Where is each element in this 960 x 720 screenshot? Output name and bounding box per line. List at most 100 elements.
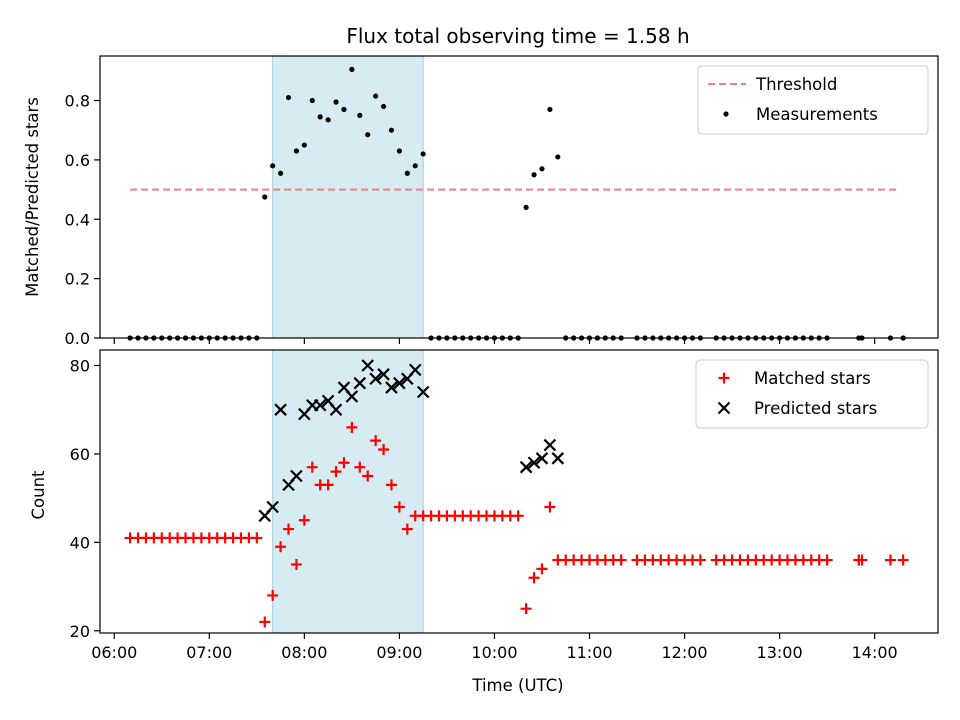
bottom-matched-point <box>536 563 548 575</box>
top-axes-frame <box>99 55 939 339</box>
x-tick-label: 08:00 <box>281 643 327 662</box>
chart-title: Flux total observing time = 1.58 h <box>346 24 689 48</box>
x-tick-label: 07:00 <box>186 643 232 662</box>
x-axis-label: Time (UTC) <box>471 676 563 695</box>
top-y-tick-label: 0.0 <box>65 329 90 348</box>
bottom-matched-point <box>856 554 868 566</box>
bottom-matched-point <box>338 457 350 469</box>
bottom-y-tick-label: 20 <box>70 622 90 641</box>
bottom-panel: 20 40 60 80 06:00 07:00 08:00 09:00 10:00 11:00 12… <box>70 349 939 662</box>
bottom-matched-point <box>267 589 279 601</box>
bottom-predicted-point <box>416 385 430 399</box>
bottom-matched-point <box>346 421 358 433</box>
bottom-matched-point <box>897 554 909 566</box>
top-measurement-point <box>277 170 284 176</box>
bottom-matched-point <box>290 558 302 570</box>
top-measurement-point <box>293 148 300 154</box>
x-tick-label: 14:00 <box>852 643 898 662</box>
bottom-matched-point <box>884 554 896 566</box>
x-tick-label: 09:00 <box>376 643 422 662</box>
x-tick-label: 11:00 <box>566 643 612 662</box>
bottom-predicted-point <box>290 469 303 483</box>
bottom-matched-point <box>251 532 263 544</box>
top-measurement-point <box>523 204 529 210</box>
top-legend-box <box>697 65 929 135</box>
bottom-matched-point <box>322 479 334 491</box>
bottom-matched-point <box>512 510 524 522</box>
bottom-matched-point <box>283 523 295 535</box>
top-legend-label-1: Measurements <box>756 105 878 124</box>
top-y-tick-label: 0.4 <box>65 210 90 229</box>
bottom-matched-point <box>544 501 556 513</box>
bottom-predicted-point <box>408 363 422 377</box>
bottom-y-tick-label: 40 <box>70 533 90 552</box>
bottom-predicted-point <box>329 403 343 416</box>
bottom-y-tick-label: 60 <box>70 445 90 464</box>
bottom-matched-point <box>393 501 405 513</box>
top-measurement-point <box>373 93 379 99</box>
bottom-matched-point <box>520 603 532 615</box>
legend-matched-swatch <box>718 372 730 384</box>
top-y-tick-label: 0.2 <box>65 270 90 289</box>
x-tick-label: 13:00 <box>757 643 803 662</box>
x-tick-label: 12:00 <box>661 643 707 662</box>
top-measurement-point <box>404 170 410 176</box>
bottom-predicted-point <box>535 452 549 465</box>
x-tick-label: 06:00 <box>91 643 137 662</box>
top-legend-label-0: Threshold <box>755 75 837 94</box>
bottom-matched-point <box>821 554 833 566</box>
top-measurement-point <box>412 163 418 169</box>
top-legend: Threshold Measurements <box>697 65 929 135</box>
bottom-matched-point <box>275 541 287 553</box>
bottom-matched-point <box>306 461 318 473</box>
bottom-matched-point <box>259 616 271 628</box>
top-measurement-point <box>341 106 347 113</box>
bottom-legend-label-0: Matched stars <box>754 369 871 388</box>
top-measurement-point <box>547 106 553 113</box>
bottom-predicted-point <box>353 376 367 390</box>
bottom-matched-point <box>370 435 382 447</box>
bottom-predicted-point <box>361 359 374 372</box>
bottom-predicted-point <box>551 452 565 465</box>
bottom-predicted-point <box>369 372 382 386</box>
top-measurement-point <box>420 151 426 157</box>
top-measurement-point <box>349 66 355 72</box>
bottom-y-tick-label: 80 <box>70 356 90 375</box>
top-measurement-point <box>270 163 276 169</box>
bottom-predicted-point <box>385 381 398 394</box>
top-y-tick-label: 0.6 <box>65 151 90 170</box>
top-measurement-point <box>396 148 402 154</box>
top-measurement-point <box>380 103 387 110</box>
bottom-matched-point <box>385 479 397 491</box>
bottom-predicted-point <box>274 403 287 416</box>
top-measurement-point <box>357 112 363 118</box>
top-measurement-point <box>555 154 561 160</box>
legend-measurements-swatch <box>723 111 729 117</box>
bottom-series-0 <box>124 421 909 628</box>
bottom-legend-box <box>695 359 929 429</box>
top-highlight-span <box>272 55 424 339</box>
top-y-tick-label: 0.8 <box>65 92 90 111</box>
bottom-predicted-point <box>393 376 406 390</box>
bottom-matched-point <box>378 443 390 455</box>
bottom-y-axis-label: Count <box>29 470 48 520</box>
top-measurement-point <box>388 127 395 133</box>
bottom-predicted-point <box>527 456 541 470</box>
bottom-matched-point <box>298 514 310 526</box>
bottom-predicted-point <box>345 390 359 403</box>
top-measurement-point <box>325 117 331 123</box>
bottom-series-1 <box>258 359 565 523</box>
bottom-predicted-point <box>377 368 390 381</box>
top-measurement-point <box>309 97 315 104</box>
top-measurement-point <box>301 142 307 148</box>
bottom-legend-label-1: Predicted stars <box>754 399 877 418</box>
bottom-legend: Matched stars Predicted stars <box>695 359 929 429</box>
top-y-axis-label: Matched/Predicted stars <box>23 97 42 297</box>
top-measurement-point <box>365 132 371 138</box>
bottom-axes-frame <box>99 349 939 634</box>
bottom-predicted-point <box>519 460 533 474</box>
top-measurement-point <box>333 99 339 105</box>
top-measurement-point <box>262 194 268 200</box>
bottom-predicted-point <box>266 500 279 514</box>
